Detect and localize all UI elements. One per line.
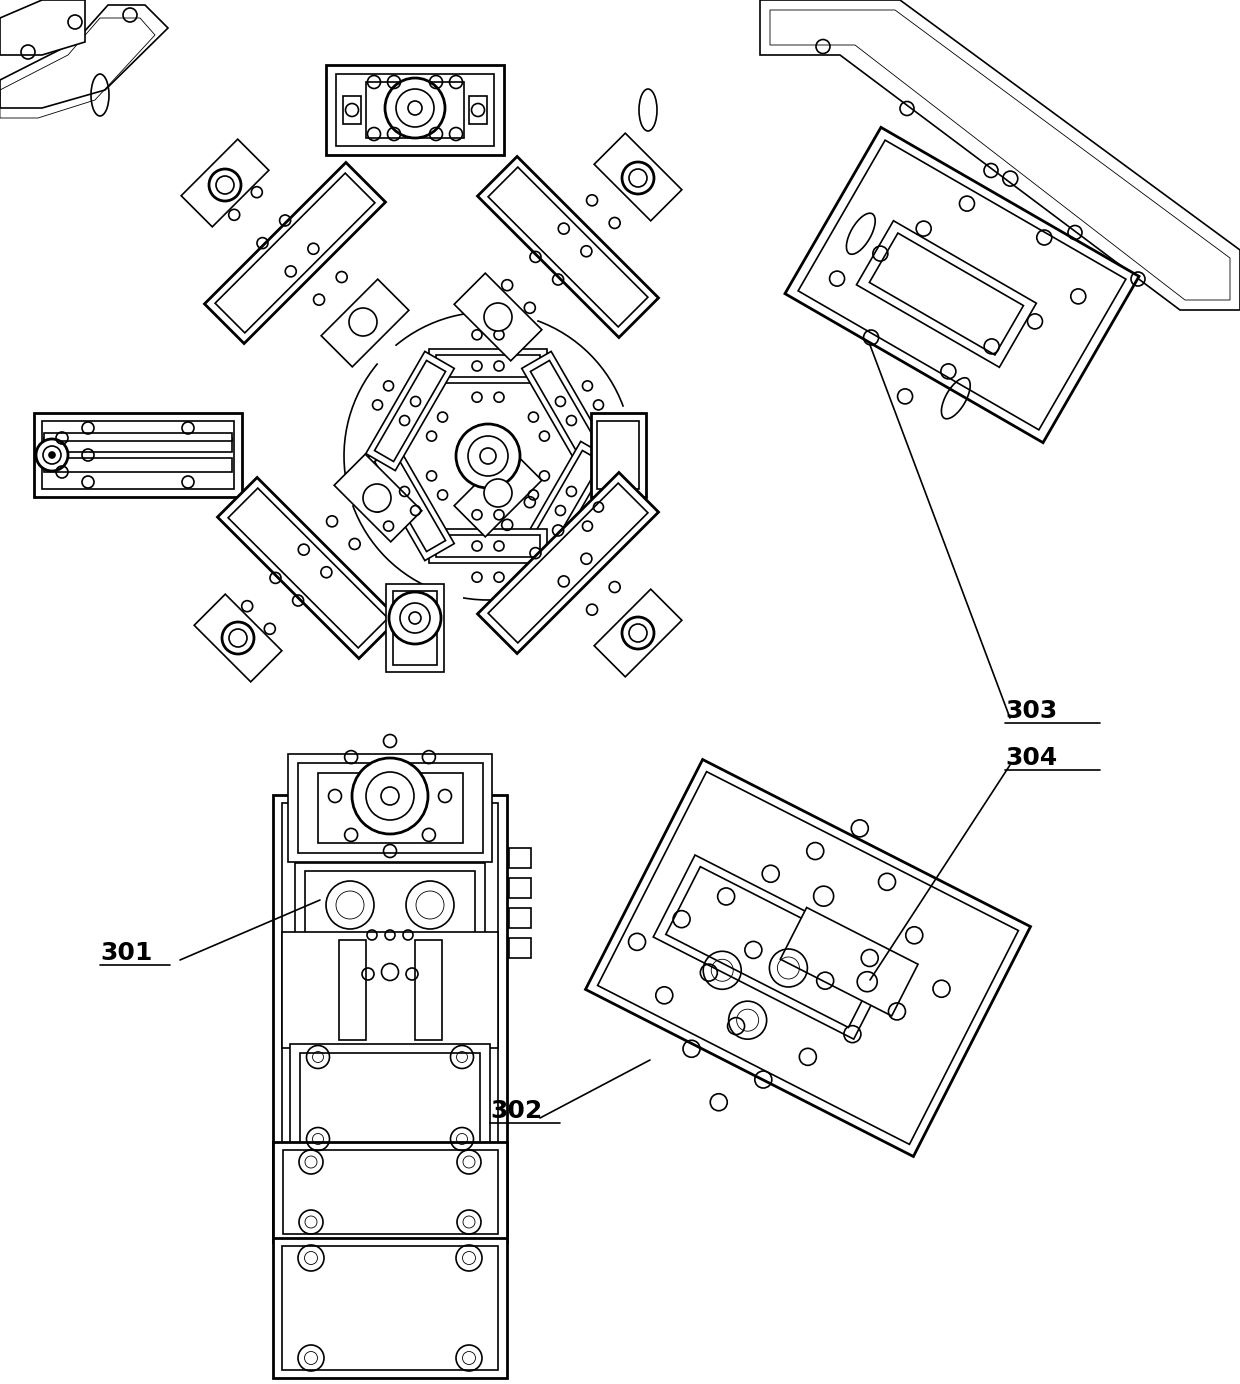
Polygon shape xyxy=(454,450,542,537)
Bar xyxy=(508,908,531,929)
Polygon shape xyxy=(0,6,167,108)
Circle shape xyxy=(50,453,55,458)
Polygon shape xyxy=(531,450,601,552)
Bar xyxy=(298,763,482,853)
Polygon shape xyxy=(531,360,601,461)
Bar xyxy=(43,433,232,441)
Polygon shape xyxy=(594,133,682,221)
Text: 302: 302 xyxy=(490,1099,542,1122)
Circle shape xyxy=(348,309,377,336)
Bar xyxy=(281,803,498,1228)
Polygon shape xyxy=(181,140,269,227)
Polygon shape xyxy=(321,280,409,367)
Bar xyxy=(339,940,366,1039)
Polygon shape xyxy=(195,594,281,682)
Bar xyxy=(295,862,485,948)
Bar xyxy=(393,591,436,664)
Polygon shape xyxy=(477,472,658,653)
Bar xyxy=(281,931,498,1048)
Bar xyxy=(281,1246,498,1370)
Polygon shape xyxy=(217,477,398,659)
Bar xyxy=(590,412,646,497)
Polygon shape xyxy=(477,156,658,338)
Polygon shape xyxy=(205,162,386,343)
Polygon shape xyxy=(436,536,539,556)
Text: 303: 303 xyxy=(1004,699,1058,722)
Bar xyxy=(508,938,531,958)
Bar xyxy=(414,940,441,1039)
Polygon shape xyxy=(869,233,1023,354)
Circle shape xyxy=(352,758,428,835)
Circle shape xyxy=(363,484,391,512)
Polygon shape xyxy=(857,220,1037,367)
Bar xyxy=(326,65,503,155)
Bar xyxy=(305,871,475,938)
Polygon shape xyxy=(374,450,445,552)
Polygon shape xyxy=(760,0,1240,310)
Polygon shape xyxy=(799,140,1126,430)
Polygon shape xyxy=(454,273,542,361)
Bar xyxy=(508,877,531,898)
Bar xyxy=(43,437,232,453)
Bar xyxy=(336,73,494,145)
Circle shape xyxy=(622,162,653,194)
Polygon shape xyxy=(0,0,86,55)
Circle shape xyxy=(622,617,653,649)
Polygon shape xyxy=(489,483,649,644)
Circle shape xyxy=(222,621,254,655)
Bar xyxy=(366,82,464,138)
Text: 304: 304 xyxy=(1004,746,1058,770)
Bar xyxy=(43,458,232,472)
Circle shape xyxy=(384,78,445,138)
Bar xyxy=(317,774,463,843)
Bar xyxy=(300,1053,480,1143)
Polygon shape xyxy=(366,441,454,561)
Polygon shape xyxy=(598,772,1018,1145)
Bar xyxy=(508,848,531,868)
Polygon shape xyxy=(522,352,610,471)
Circle shape xyxy=(456,424,520,489)
Polygon shape xyxy=(780,908,918,1016)
Circle shape xyxy=(210,169,241,201)
Bar xyxy=(273,1239,507,1378)
Polygon shape xyxy=(374,360,445,461)
Polygon shape xyxy=(429,349,547,383)
Polygon shape xyxy=(785,127,1140,443)
Bar xyxy=(42,421,234,489)
Polygon shape xyxy=(653,855,895,1039)
Bar xyxy=(290,1044,490,1151)
Text: 301: 301 xyxy=(100,941,153,965)
Bar xyxy=(469,95,487,125)
Polygon shape xyxy=(228,489,388,648)
Bar xyxy=(273,1142,507,1241)
Bar xyxy=(283,1150,497,1235)
Bar xyxy=(386,584,444,673)
Polygon shape xyxy=(489,167,649,327)
Bar xyxy=(33,412,242,497)
Circle shape xyxy=(36,439,68,471)
Circle shape xyxy=(484,479,512,507)
Polygon shape xyxy=(594,590,682,677)
Bar xyxy=(273,794,507,1235)
Bar xyxy=(343,95,361,125)
Circle shape xyxy=(389,592,441,644)
Polygon shape xyxy=(585,760,1030,1157)
Bar xyxy=(596,421,639,489)
Polygon shape xyxy=(666,866,883,1027)
Polygon shape xyxy=(366,352,454,471)
Polygon shape xyxy=(334,454,422,543)
Polygon shape xyxy=(429,529,547,563)
Polygon shape xyxy=(436,356,539,376)
Bar xyxy=(288,754,492,862)
Polygon shape xyxy=(522,441,610,561)
Circle shape xyxy=(484,303,512,331)
Polygon shape xyxy=(215,173,374,334)
